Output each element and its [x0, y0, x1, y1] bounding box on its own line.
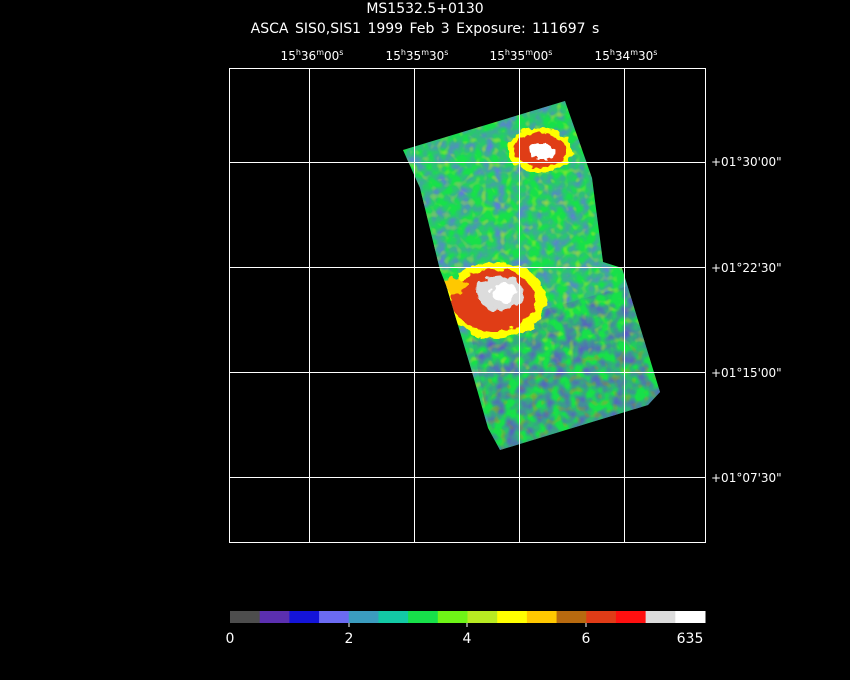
colorbar-swatch	[408, 611, 439, 623]
colorbar-swatch	[526, 611, 558, 623]
colorbar-swatch	[675, 611, 706, 623]
colorbar-label-2: 2	[344, 631, 354, 647]
colorbar-swatch	[378, 611, 409, 623]
dec-tick-label-2: +01°22'30"	[711, 261, 782, 275]
colorbar	[230, 611, 706, 627]
image-title: MS1532.5+0130	[366, 1, 484, 17]
colorbar-swatch	[556, 611, 587, 623]
colorbar-label-max: 635	[676, 631, 704, 647]
colorbar-swatch	[259, 611, 290, 623]
colorbar-swatch	[497, 611, 528, 623]
colorbar-swatch	[586, 611, 617, 623]
ra-tick-label-3: 15h35m00s	[489, 48, 553, 63]
colorbar-swatch	[437, 611, 468, 623]
dec-tick-label-4: +01°07'30"	[711, 471, 782, 485]
coordinate-grid	[229, 68, 706, 543]
observation-subtitle: ASCA SIS0,SIS1 1999 Feb 3 Exposure: 1116…	[250, 21, 600, 37]
dec-tick-label-1: +01°30'00"	[711, 155, 782, 169]
ra-tick-label-4: 15h34m30s	[594, 48, 658, 63]
x-ray-image	[403, 101, 660, 450]
colorbar-label-4: 4	[462, 631, 472, 647]
ra-tick-label-2: 15h35m30s	[385, 48, 449, 63]
colorbar-label-0: 0	[225, 631, 235, 647]
plot-frame	[229, 68, 706, 543]
ra-tick-label-1: 15h36m00s	[280, 48, 344, 63]
colorbar-swatch	[467, 611, 498, 623]
colorbar-swatch	[645, 611, 676, 623]
colorbar-swatch	[289, 611, 320, 623]
dec-tick-label-3: +01°15'00"	[711, 366, 782, 380]
colorbar-swatch	[615, 611, 647, 623]
colorbar-swatch	[319, 611, 350, 623]
colorbar-label-6: 6	[581, 631, 591, 647]
colorbar-swatch	[230, 611, 261, 623]
colorbar-swatch	[348, 611, 379, 623]
